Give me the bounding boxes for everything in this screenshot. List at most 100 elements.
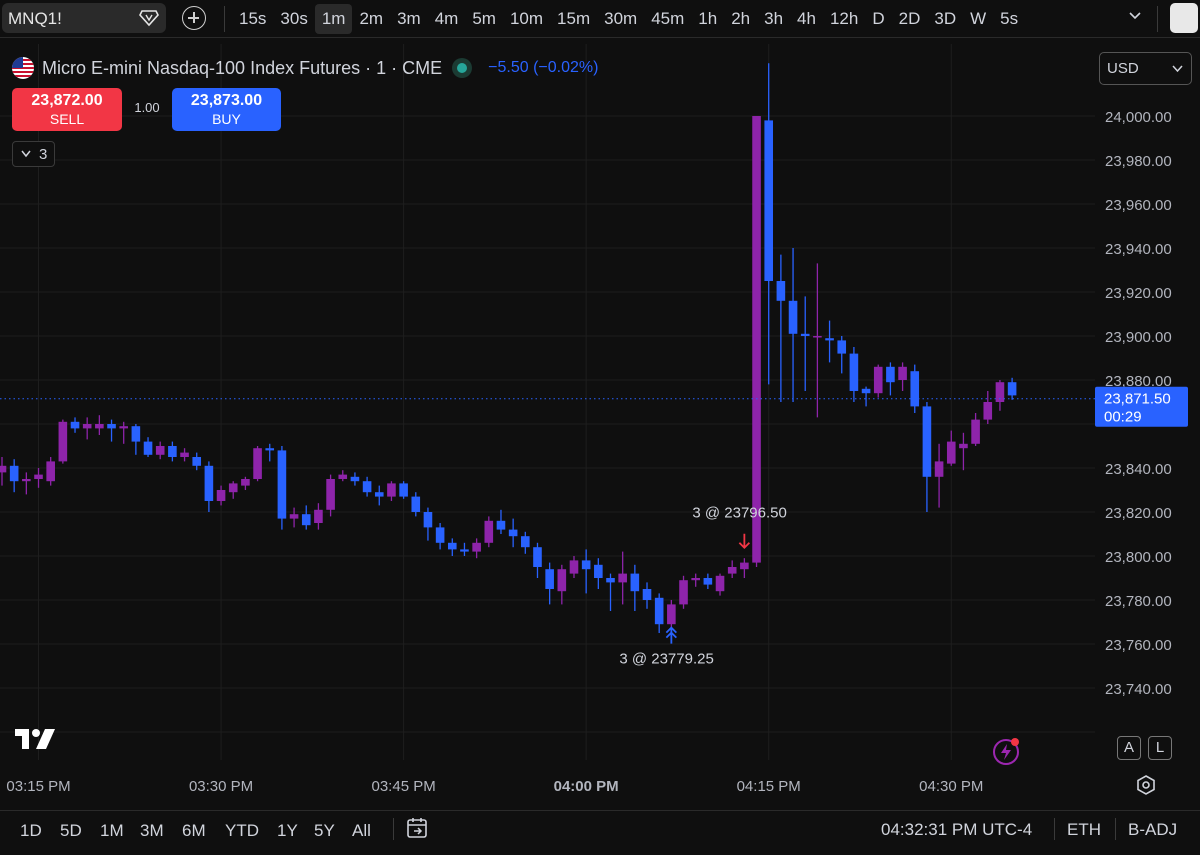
candle-body: [82, 424, 92, 429]
interval-12h[interactable]: 12h: [829, 9, 859, 28]
candle: [606, 573, 615, 611]
interval-15m[interactable]: 15m: [557, 9, 591, 28]
time-axis[interactable]: 03:15 PM 03:30 PM 03:45 PM 04:00 PM 04:15 PM…: [0, 760, 1200, 810]
buy-button[interactable]: 23,873.00 BUY: [172, 88, 281, 131]
candle: [338, 470, 348, 482]
compare-symbol-button[interactable]: [182, 6, 206, 30]
last-price-badge: [1095, 386, 1188, 427]
range-5d[interactable]: 5D: [60, 821, 82, 840]
candle-body: [959, 443, 968, 449]
interval-2h[interactable]: 2h: [731, 9, 751, 28]
range-all[interactable]: All: [352, 821, 371, 840]
interval-W[interactable]: W: [970, 9, 987, 28]
candle: [983, 391, 993, 424]
diamond-icon[interactable]: [139, 9, 159, 27]
calendar-go-to-icon[interactable]: [404, 815, 430, 841]
candle: [301, 505, 311, 530]
interval-3h[interactable]: 3h: [764, 9, 784, 28]
log-scale-button[interactable]: L: [1148, 736, 1172, 760]
interval-4m[interactable]: 4m: [434, 9, 459, 28]
candle-body: [849, 353, 859, 391]
price-tick: 23,740.00: [1105, 681, 1172, 698]
sell-button[interactable]: 23,872.00 SELL: [12, 88, 122, 131]
indicators-toggle[interactable]: 3: [12, 141, 55, 167]
candle-body: [533, 547, 542, 567]
tradingview-logo[interactable]: [15, 727, 57, 751]
candle-body: [691, 578, 700, 581]
top-toolbar: MNQ1! 15s 30s 1m 2m 3m 4m 5m 10m 15m 30m 45m 1h 2h 3h…: [0, 0, 1200, 38]
candle: [727, 560, 737, 578]
interval-3D[interactable]: 3D: [934, 9, 957, 28]
toolbar-divider: [1157, 6, 1158, 32]
interval-1m[interactable]: 1m: [314, 4, 353, 34]
candle-body: [715, 575, 725, 592]
toolbar-divider: [224, 6, 225, 32]
candle: [764, 63, 774, 385]
interval-5s[interactable]: 5s: [1000, 9, 1019, 28]
range-1d[interactable]: 1D: [20, 821, 42, 840]
chevron-down-icon[interactable]: [1128, 9, 1142, 23]
interval-2D[interactable]: 2D: [898, 9, 921, 28]
candle-body: [764, 120, 774, 282]
candle: [959, 432, 968, 471]
interval-45m[interactable]: 45m: [651, 9, 685, 28]
gear-icon[interactable]: [1135, 774, 1157, 796]
candle-body: [594, 564, 603, 578]
market-status-icon[interactable]: [452, 58, 473, 78]
range-6m[interactable]: 6M: [182, 821, 206, 840]
candle: [119, 421, 128, 444]
candle-body: [569, 560, 579, 574]
candle-body: [521, 536, 530, 548]
symbol-title[interactable]: Micro E-mini Nasdaq-100 Index Futures · …: [42, 57, 443, 78]
adjustment-toggle[interactable]: B-ADJ: [1128, 820, 1178, 839]
candle: [314, 503, 323, 530]
currency-select[interactable]: USD: [1099, 52, 1192, 85]
candle: [849, 347, 859, 402]
layout-icon[interactable]: [1170, 3, 1198, 33]
session-toggle[interactable]: ETH: [1067, 820, 1101, 839]
candle-body: [472, 542, 481, 552]
candle-body: [910, 371, 920, 407]
candle-body: [277, 450, 287, 519]
interval-D[interactable]: D: [872, 9, 885, 28]
candle: [995, 380, 1005, 411]
candle-body: [143, 441, 153, 455]
candle: [788, 248, 798, 402]
auto-scale-button[interactable]: A: [1117, 736, 1141, 760]
candle: [971, 413, 980, 446]
interval-1h[interactable]: 1h: [698, 9, 718, 28]
candle-body: [204, 465, 214, 501]
price-chart[interactable]: 3 @ 23779.25 3 @ 23796.50: [0, 44, 1095, 760]
flash-icon[interactable]: [991, 736, 1021, 766]
candle-body: [703, 578, 713, 585]
candle: [703, 573, 713, 589]
interval-3m[interactable]: 3m: [397, 9, 421, 28]
range-3m[interactable]: 3M: [140, 821, 164, 840]
range-5y[interactable]: 5Y: [314, 821, 335, 840]
range-1m[interactable]: 1M: [100, 821, 124, 840]
buy-execution-arrow[interactable]: [665, 626, 677, 644]
candle: [837, 336, 847, 374]
candle-body: [447, 542, 457, 550]
symbol-search[interactable]: MNQ1!: [2, 3, 166, 33]
interval-10m[interactable]: 10m: [509, 9, 544, 28]
currency-value: USD: [1107, 60, 1139, 77]
price-axis[interactable]: 24,000.00 23,980.00 23,960.00 23,940.00 23,9…: [1095, 44, 1200, 760]
candle: [800, 296, 810, 391]
candle-body: [95, 424, 104, 429]
interval-4h[interactable]: 4h: [797, 9, 816, 28]
sell-execution-arrow[interactable]: [738, 533, 751, 549]
candle: [204, 461, 214, 512]
candle: [216, 485, 226, 506]
interval-2m[interactable]: 2m: [359, 9, 384, 28]
interval-30s[interactable]: 30s: [280, 9, 308, 28]
interval-5m[interactable]: 5m: [472, 9, 496, 28]
candle-body: [0, 465, 7, 473]
chart-clock[interactable]: 04:32:31 PM UTC-4: [881, 820, 1033, 839]
range-ytd[interactable]: YTD: [225, 821, 259, 840]
interval-30m[interactable]: 30m: [604, 9, 638, 28]
candle: [289, 507, 299, 528]
candle-body: [679, 580, 688, 605]
interval-15s[interactable]: 15s: [239, 9, 267, 28]
range-1y[interactable]: 1Y: [277, 821, 298, 840]
